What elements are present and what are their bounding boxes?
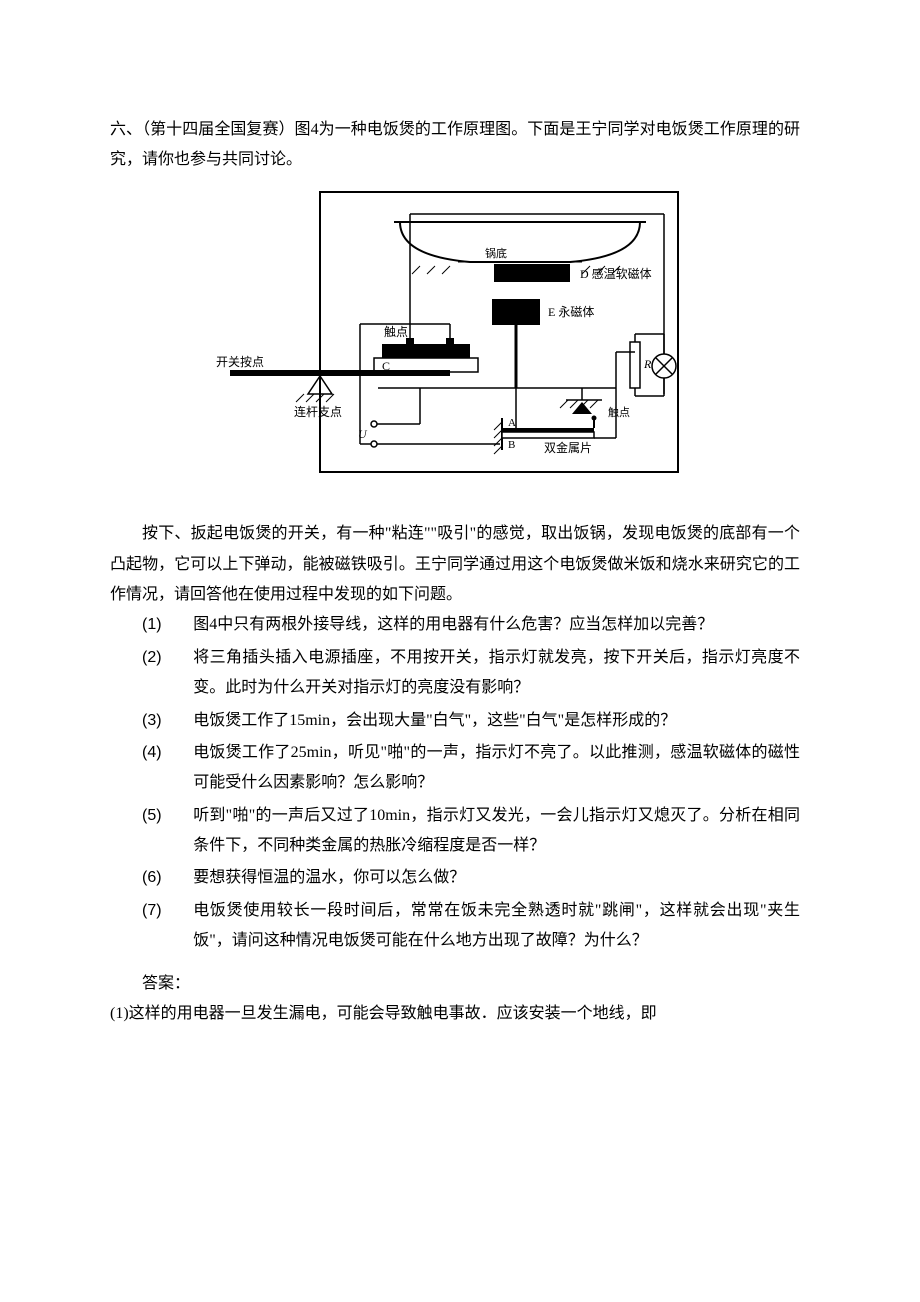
label-soft-magnet: D 感温软磁体	[580, 266, 652, 281]
label-a: A	[508, 417, 516, 429]
question-text: 听到"啪"的一声后又过了10min，指示灯又发光，一会儿指示灯又熄灭了。分析在相…	[193, 801, 800, 862]
question-row: (4) 电饭煲工作了25min，听见"啪"的一声，指示灯不亮了。以此推测，感温软…	[142, 738, 800, 799]
label-pot-bottom: 锅底	[485, 246, 507, 260]
label-bimetal: 双金属片	[544, 440, 592, 455]
question-number: (3)	[142, 706, 193, 736]
question-row: (1) 图4中只有两根外接导线，这样的用电器有什么危害？应当怎样加以完善？	[142, 610, 800, 640]
label-r: R	[643, 357, 652, 371]
page-root: 六、（第十四届全国复赛）图4为一种电饭煲的工作原理图。下面是王宁同学对电饭煲工作…	[0, 0, 920, 1302]
question-row: (2) 将三角插头插入电源插座，不用按开关，指示灯就发亮，按下开关后，指示灯亮度…	[142, 643, 800, 704]
question-text: 电饭煲工作了15min，会出现大量"白气"，这些"白气"是怎样形成的？	[193, 706, 800, 736]
question-row: (3) 电饭煲工作了15min，会出现大量"白气"，这些"白气"是怎样形成的？	[142, 706, 800, 736]
label-lever: 连杆支点	[294, 404, 342, 419]
question-text: 电饭煲使用较长一段时间后，常常在饭未完全熟透时就"跳闸"，这样就会出现"夹生饭"…	[193, 896, 800, 957]
question-number: (2)	[142, 643, 193, 704]
question-list: (1) 图4中只有两根外接导线，这样的用电器有什么危害？应当怎样加以完善？ (2…	[110, 610, 800, 956]
answer-1: (1)这样的用电器一旦发生漏电，可能会导致触电事故．应该安装一个地线，即	[110, 999, 800, 1029]
question-number: (7)	[142, 896, 193, 957]
label-u: U	[358, 427, 368, 441]
label-contact-top: 触点	[384, 325, 408, 339]
label-b: B	[508, 439, 515, 451]
question-text: 电饭煲工作了25min，听见"啪"的一声，指示灯不亮了。以此推测，感温软磁体的磁…	[193, 738, 800, 799]
question-text: 图4中只有两根外接导线，这样的用电器有什么危害？应当怎样加以完善？	[193, 610, 800, 640]
question-row: (6) 要想获得恒温的温水，你可以怎么做？	[142, 863, 800, 893]
answer-label: 答案：	[110, 969, 800, 999]
question-number: (1)	[142, 610, 193, 640]
label-contact-right: 触点	[608, 405, 630, 419]
intro-text: 六、（第十四届全国复赛）图4为一种电饭煲的工作原理图。下面是王宁同学对电饭煲工作…	[110, 115, 800, 176]
body-paragraph: 按下、扳起电饭煲的开关，有一种"粘连""吸引"的感觉，取出饭锅，发现电饭煲的底部…	[110, 519, 800, 610]
label-permanent: E 永磁体	[548, 304, 594, 319]
figure-container: 锅底 D 感温软磁体 E 永磁体 触点 C	[110, 184, 800, 505]
label-switch: 开关按点	[216, 355, 264, 369]
question-row: (7) 电饭煲使用较长一段时间后，常常在饭未完全熟透时就"跳闸"，这样就会出现"…	[142, 896, 800, 957]
question-row: (5) 听到"啪"的一声后又过了10min，指示灯又发光，一会儿指示灯又熄灭了。…	[142, 801, 800, 862]
question-number: (5)	[142, 801, 193, 862]
question-number: (4)	[142, 738, 193, 799]
circuit-diagram: 锅底 D 感温软磁体 E 永磁体 触点 C	[210, 184, 700, 494]
question-number: (6)	[142, 863, 193, 893]
question-text: 将三角插头插入电源插座，不用按开关，指示灯就发亮，按下开关后，指示灯亮度不变。此…	[193, 643, 800, 704]
question-text: 要想获得恒温的温水，你可以怎么做？	[193, 863, 800, 893]
